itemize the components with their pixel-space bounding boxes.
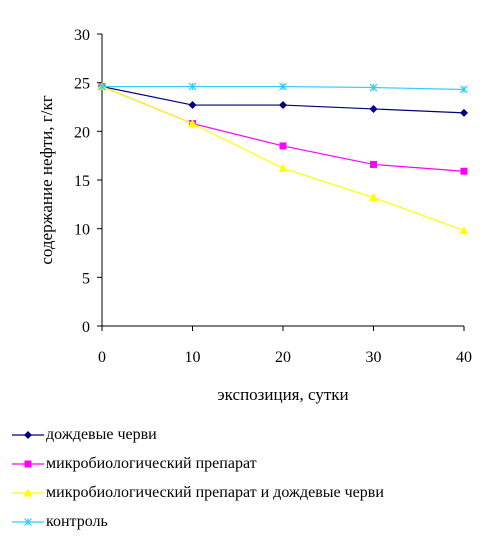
- data-point: [23, 488, 33, 496]
- legend-swatch-microbial: [12, 457, 44, 471]
- legend-item-earthworms: дождевые черви: [12, 420, 492, 449]
- legend-swatch-microbial-earthworms: [12, 486, 44, 500]
- legend-item-microbial: микробиологический препарат: [12, 449, 492, 478]
- data-point: [188, 119, 197, 128]
- x-tick-label: 40: [456, 349, 472, 366]
- legend-swatch-earthworms: [12, 428, 44, 442]
- legend-item-control: контроль: [12, 507, 492, 536]
- legend-item-microbial-earthworms: микробиологический препарат и дождевые ч…: [12, 478, 492, 507]
- data-point: [24, 517, 32, 526]
- data-point: [279, 142, 287, 150]
- y-tick-label: 25: [74, 76, 90, 93]
- data-point: [188, 82, 197, 91]
- x-tick-label: 30: [366, 349, 382, 366]
- series-3: [98, 82, 468, 94]
- y-axis-label: содержание нефти, г/кг: [37, 95, 56, 264]
- legend-marker: [12, 488, 44, 496]
- data-point: [279, 82, 287, 91]
- data-point: [369, 104, 378, 113]
- legend-marker: [12, 430, 44, 439]
- data-point: [278, 163, 288, 172]
- data-point: [459, 226, 469, 235]
- legend-label-microbial-earthworms: микробиологический препарат и дождевые ч…: [46, 483, 384, 501]
- y-tick-label: 20: [74, 124, 90, 141]
- data-point: [279, 101, 287, 110]
- legend-label-microbial: микробиологический препарат: [46, 454, 257, 472]
- legend-label-control: контроль: [46, 512, 108, 530]
- y-tick-label: 5: [82, 270, 90, 287]
- x-tick-label: 10: [185, 349, 201, 366]
- y-tick-label: 30: [74, 27, 90, 44]
- data-point: [460, 85, 468, 94]
- data-point: [460, 108, 468, 117]
- chart-legend: дождевые черви микробиологический препар…: [12, 420, 492, 536]
- y-tick-label: 0: [82, 319, 90, 336]
- data-point: [188, 101, 197, 110]
- legend-marker: [12, 517, 44, 526]
- y-tick-label: 15: [74, 173, 90, 190]
- data-point: [98, 82, 106, 91]
- data-point: [370, 160, 377, 168]
- data-point: [24, 460, 32, 467]
- x-tick-label: 20: [275, 349, 291, 366]
- data-point: [24, 430, 32, 439]
- legend-marker: [12, 460, 44, 467]
- data-point: [369, 83, 378, 92]
- data-point: [460, 167, 468, 175]
- legend-swatch-control: [12, 515, 44, 529]
- x-tick-label: 0: [98, 349, 106, 366]
- y-tick-label: 10: [74, 222, 90, 239]
- chart-series: [97, 82, 469, 235]
- data-point: [369, 193, 378, 202]
- chart-axes: 0 5 10 15 20 25 30 0 10 20 30 40: [74, 27, 472, 366]
- series-line: [101, 86, 465, 172]
- x-axis-label: экспозиция, сутки: [217, 385, 348, 404]
- legend-label-earthworms: дождевые черви: [46, 425, 157, 443]
